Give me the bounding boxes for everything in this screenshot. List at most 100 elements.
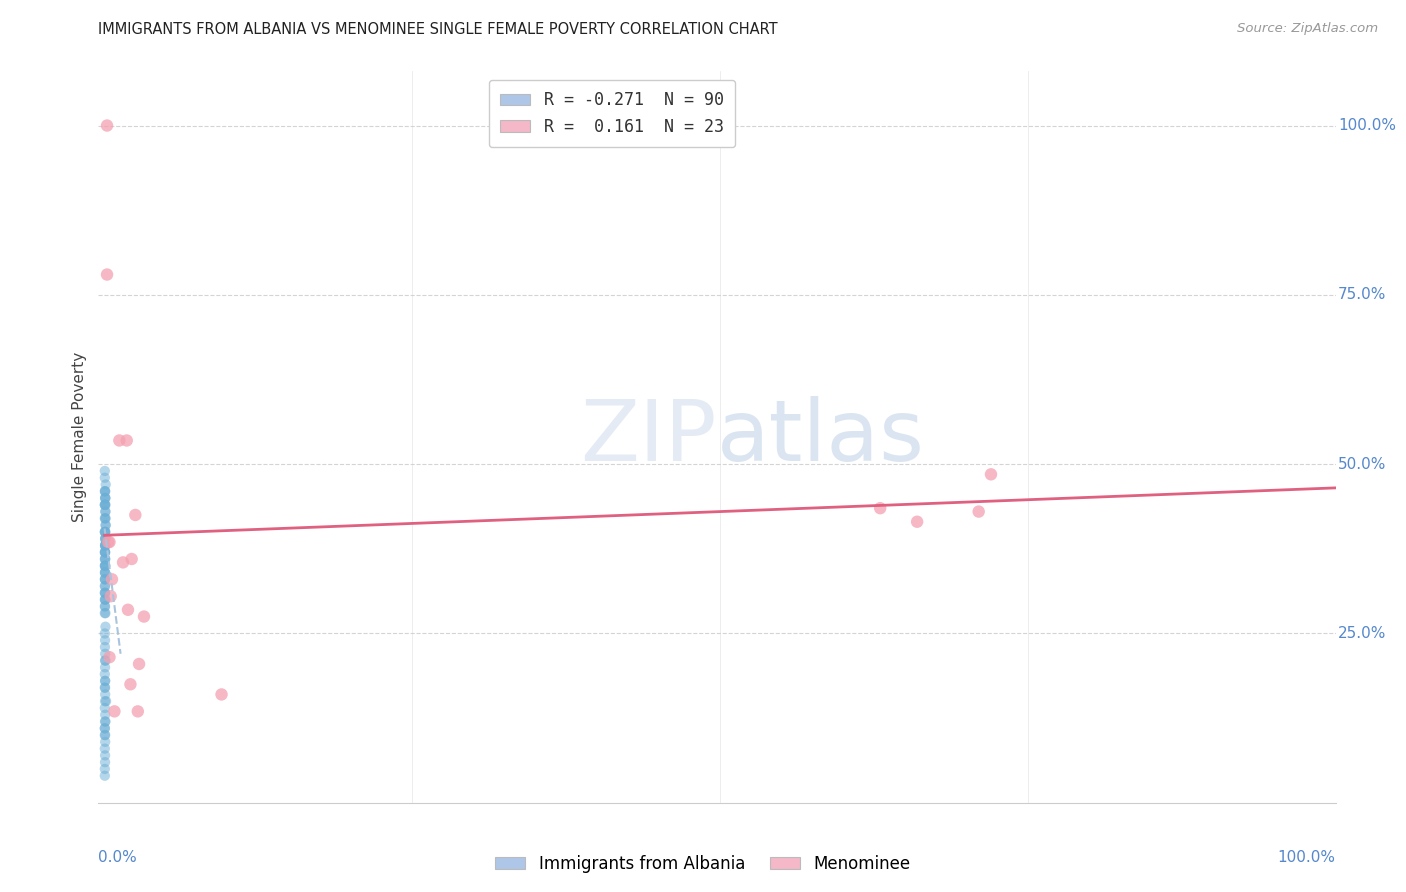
Point: [94, 640, 117, 654]
Point: [94, 538, 117, 552]
Point: [94, 660, 117, 674]
Point: [94, 755, 117, 769]
Point: [96, 119, 118, 133]
Point: [96, 268, 118, 282]
Legend: R = -0.271  N = 90, R =  0.161  N = 23: R = -0.271 N = 90, R = 0.161 N = 23: [488, 79, 735, 147]
Point: [94, 558, 117, 573]
Point: [94, 714, 117, 729]
Point: [94, 511, 117, 525]
Point: [94, 694, 117, 708]
Point: [94, 471, 117, 485]
Point: [98, 650, 121, 665]
Point: [94, 572, 117, 586]
Point: [94, 681, 117, 695]
Point: [94, 491, 117, 505]
Point: [97, 535, 120, 549]
Point: [94, 707, 117, 722]
Point: [94, 511, 117, 525]
Point: [132, 609, 155, 624]
Point: [94, 511, 117, 525]
Point: [94, 721, 117, 735]
Point: [103, 705, 125, 719]
Point: [94, 673, 117, 688]
Text: IMMIGRANTS FROM ALBANIA VS MENOMINEE SINGLE FEMALE POVERTY CORRELATION CHART: IMMIGRANTS FROM ALBANIA VS MENOMINEE SIN…: [98, 22, 778, 37]
Point: [94, 524, 117, 539]
Point: [112, 555, 135, 569]
Point: [94, 552, 117, 566]
Point: [94, 524, 117, 539]
Point: [94, 484, 117, 499]
Point: [94, 748, 117, 763]
Point: [94, 586, 117, 600]
Point: [94, 524, 117, 539]
Text: 75.0%: 75.0%: [1339, 287, 1386, 302]
Point: [94, 518, 117, 533]
Point: [869, 501, 891, 516]
Point: [94, 464, 117, 478]
Point: [94, 599, 117, 614]
Point: [94, 477, 117, 491]
Point: [94, 545, 117, 559]
Point: [94, 505, 117, 519]
Point: [94, 545, 117, 559]
Point: [94, 532, 117, 546]
Point: [94, 491, 117, 505]
Point: [211, 688, 233, 702]
Point: [94, 714, 117, 729]
Point: [94, 599, 117, 614]
Point: [94, 606, 117, 620]
Point: [94, 681, 117, 695]
Point: [94, 498, 117, 512]
Point: [94, 572, 117, 586]
Point: [94, 762, 117, 776]
Point: [94, 592, 117, 607]
Point: [108, 434, 131, 448]
Point: [94, 606, 117, 620]
Point: [94, 586, 117, 600]
Point: [94, 579, 117, 593]
Point: [94, 620, 117, 634]
Text: 0.0%: 0.0%: [98, 850, 138, 865]
Point: [127, 705, 149, 719]
Point: [94, 558, 117, 573]
Point: [94, 532, 117, 546]
Point: [94, 579, 117, 593]
Point: [94, 673, 117, 688]
Point: [94, 654, 117, 668]
Text: 100.0%: 100.0%: [1339, 118, 1396, 133]
Point: [121, 552, 143, 566]
Point: [94, 538, 117, 552]
Point: [94, 626, 117, 640]
Point: [94, 558, 117, 573]
Point: [94, 592, 117, 607]
Point: [905, 515, 928, 529]
Point: [94, 769, 117, 783]
Point: [101, 572, 124, 586]
Text: 25.0%: 25.0%: [1339, 626, 1386, 641]
Point: [94, 498, 117, 512]
Point: [115, 434, 138, 448]
Y-axis label: Single Female Poverty: Single Female Poverty: [72, 352, 87, 522]
Point: [967, 505, 990, 519]
Point: [94, 498, 117, 512]
Point: [117, 603, 139, 617]
Point: [124, 508, 146, 522]
Point: [94, 552, 117, 566]
Legend: Immigrants from Albania, Menominee: Immigrants from Albania, Menominee: [489, 848, 917, 880]
Point: [94, 552, 117, 566]
Point: [94, 545, 117, 559]
Point: [94, 735, 117, 749]
Point: [100, 589, 122, 603]
Text: atlas: atlas: [717, 395, 925, 479]
Point: [94, 741, 117, 756]
Point: [128, 657, 150, 671]
Point: [94, 586, 117, 600]
Text: Source: ZipAtlas.com: Source: ZipAtlas.com: [1237, 22, 1378, 36]
Point: [94, 532, 117, 546]
Point: [94, 498, 117, 512]
Point: [98, 535, 121, 549]
Point: [94, 701, 117, 715]
Point: [94, 491, 117, 505]
Point: [94, 538, 117, 552]
Point: [94, 558, 117, 573]
